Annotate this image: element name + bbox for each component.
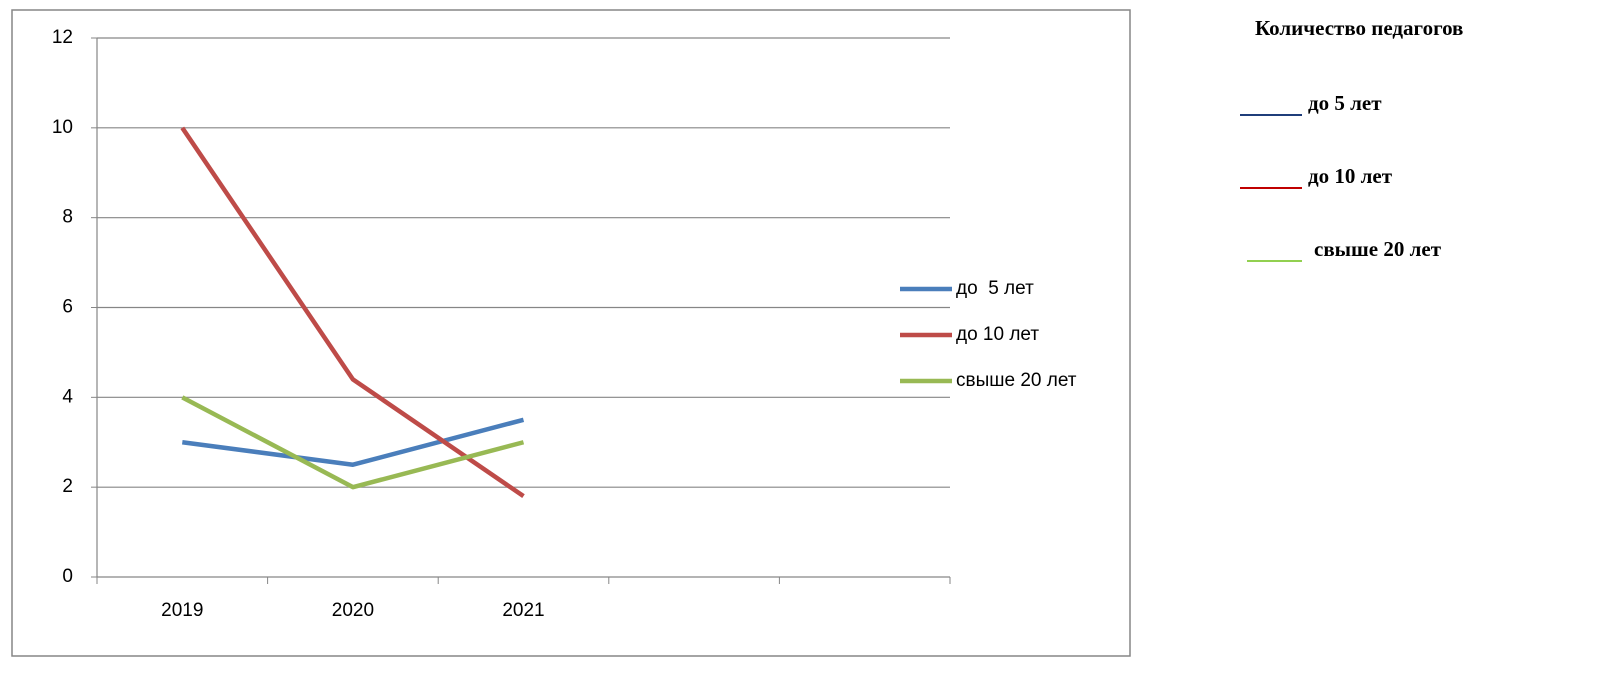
series-line — [182, 417, 525, 467]
legend-label: до 5 лет — [956, 278, 1034, 299]
y-tick-label: 12 — [52, 27, 73, 48]
y-tick-label: 0 — [62, 566, 73, 587]
legend-label: свыше 20 лет — [956, 370, 1077, 391]
legend-label: до 10 лет — [956, 324, 1039, 345]
side-legend-label: до 5 лет — [1308, 91, 1382, 115]
x-tick-label: 2019 — [161, 600, 203, 621]
series-line — [181, 395, 525, 490]
y-tick-label: 8 — [62, 207, 73, 228]
chart-frame — [11, 9, 1131, 657]
side-legend-label: свыше 20 лет — [1314, 237, 1442, 261]
y-tick-label: 4 — [62, 386, 73, 407]
x-tick-label: 2021 — [502, 600, 544, 621]
x-tick-label: 2020 — [332, 600, 374, 621]
y-tick-label: 10 — [52, 117, 73, 138]
side-legend-label: до 10 лет — [1308, 164, 1393, 188]
side-title: Количество педагогов — [1255, 16, 1463, 40]
y-tick-label: 2 — [62, 476, 73, 497]
series-line — [180, 126, 525, 499]
y-tick-label: 6 — [62, 297, 73, 318]
